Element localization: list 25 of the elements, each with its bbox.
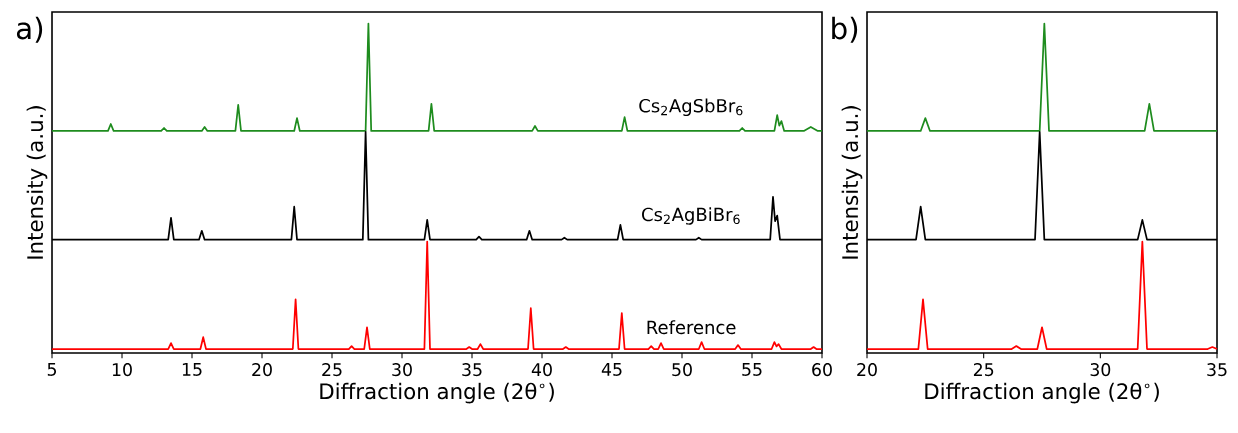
x-tick-label: 30 (1090, 363, 1111, 377)
chart-title: a) (16, 16, 43, 43)
x-tick-label: 25 (322, 363, 342, 377)
x-tick-label: 35 (1207, 363, 1227, 377)
x-tick-label: 45 (601, 363, 622, 376)
x-tick-label: 15 (182, 363, 202, 376)
x-axis-title: Diffraction angle (2θ$^{∘}$) (925, 382, 1159, 404)
y-axis-title: Intensity (a.u.) (26, 106, 48, 259)
x-tick-label: 20 (857, 363, 877, 377)
x-tick-label: 35 (462, 363, 482, 377)
y-axis-title: Intensity (a.u.) (841, 106, 863, 259)
x-tick-label: 5 (47, 363, 57, 376)
x-tick-label: 55 (742, 363, 762, 376)
x-tick-label: 60 (812, 363, 832, 377)
x-tick-label: 30 (392, 363, 412, 377)
x-tick-label: 40 (531, 363, 552, 377)
x-tick-label: 20 (252, 363, 272, 377)
x-tick-label: 50 (672, 363, 692, 377)
series-label: Reference (647, 320, 736, 335)
x-tick-label: 10 (112, 363, 132, 377)
x-tick-label: 25 (973, 363, 994, 377)
series-label: Cs$_{2}$AgBiBr$_{6}$ (642, 207, 740, 225)
chart-title: b) (832, 16, 858, 43)
x-axis-title: Diffraction angle (2θ$^{∘}$) (320, 382, 554, 404)
series-label: Cs$_{2}$AgSbBr$_{6}$ (639, 98, 743, 117)
